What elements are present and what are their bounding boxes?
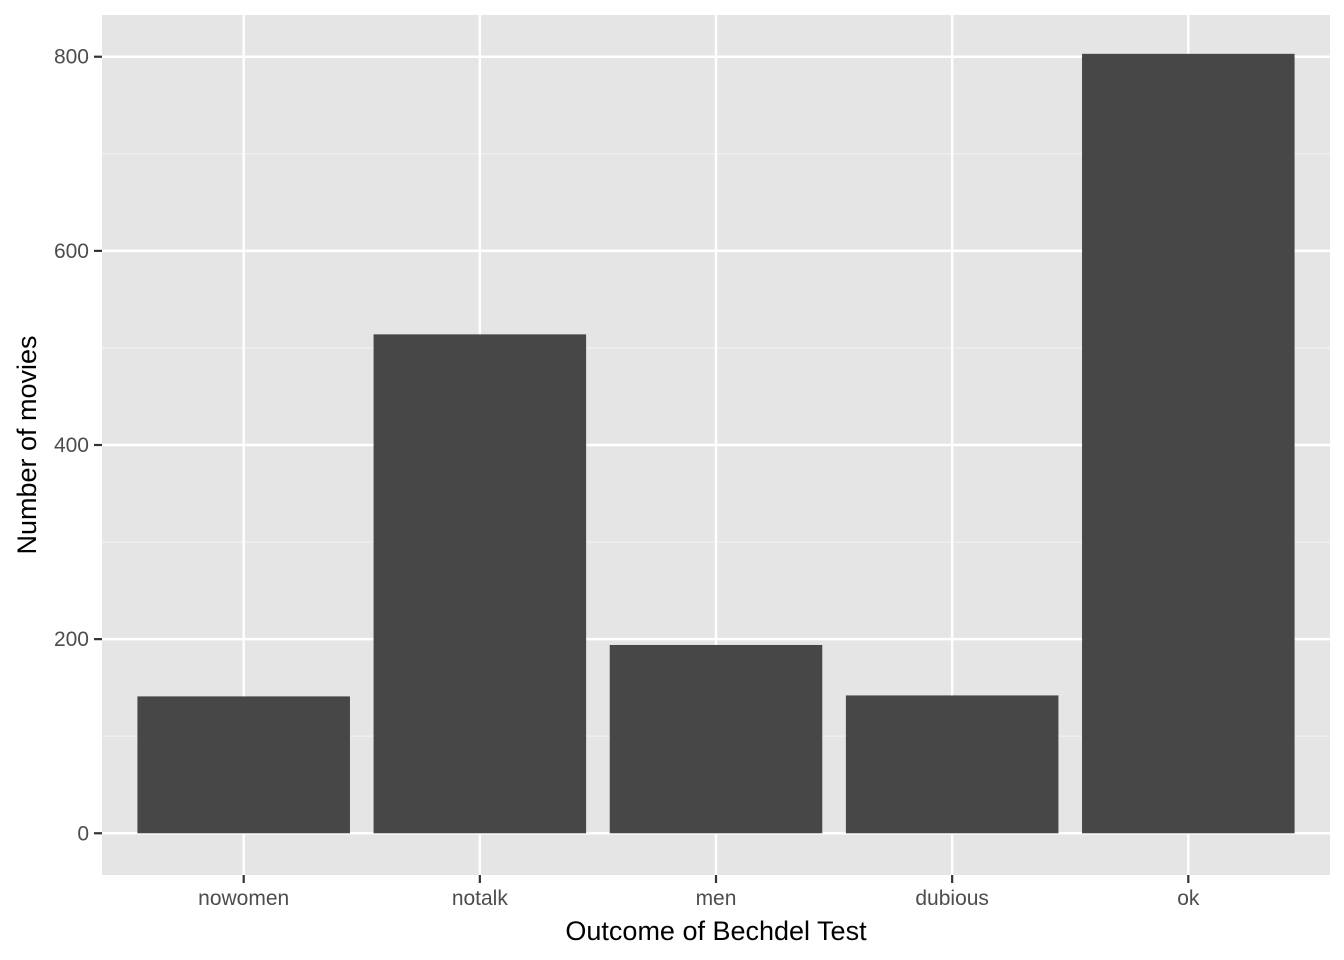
x-tick-label: nowomen (198, 887, 289, 910)
x-tick-label: notalk (452, 887, 509, 910)
x-tick-label: ok (1177, 887, 1200, 910)
bar-dubious (845, 695, 1059, 834)
axis-layer: 0 200 400 600 800 nowomen notalk men dubious ok (54, 46, 1200, 910)
y-tick-label: 800 (54, 46, 89, 69)
x-tick-label: men (696, 887, 737, 910)
bars-layer (137, 53, 1295, 834)
x-axis-title: Outcome of Bechdel Test (565, 916, 867, 946)
x-tick-label: dubious (915, 887, 989, 910)
y-axis-title: Number of movies (12, 335, 42, 554)
y-tick-label: 400 (54, 434, 89, 457)
y-tick-label: 200 (54, 628, 89, 651)
bar-nowomen (137, 696, 350, 834)
y-tick-label: 0 (77, 822, 89, 845)
bar-men (609, 644, 823, 834)
bar-ok (1082, 53, 1295, 834)
y-tick-label: 600 (54, 240, 89, 263)
bar-notalk (373, 334, 587, 834)
